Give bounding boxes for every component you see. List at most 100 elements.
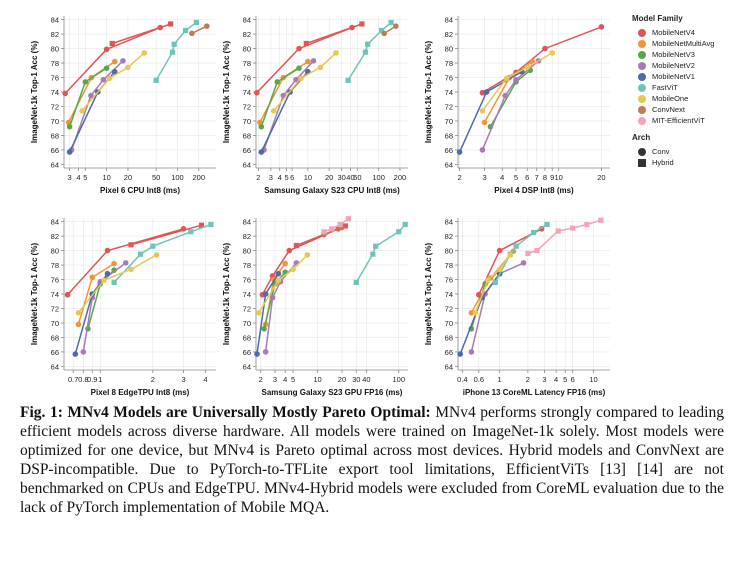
data-point-conv: [106, 75, 113, 82]
x-axis-label: Pixel 4 DSP Int8 (ms): [494, 186, 574, 195]
y-tick-label: 70: [51, 319, 59, 328]
data-point-conv: [305, 58, 311, 65]
x-tick-label: 10: [555, 173, 563, 182]
data-point-hybrid: [137, 251, 144, 257]
data-point-conv: [120, 58, 126, 64]
data-point-conv: [204, 23, 210, 29]
legend-arch-label: Conv: [652, 147, 670, 156]
data-point-hybrid: [153, 77, 159, 84]
legend-label: MobileOne: [652, 94, 689, 103]
y-tick-label: 64: [445, 160, 453, 169]
x-tick-label: 20: [325, 173, 333, 182]
x-tick-label: 2: [526, 375, 530, 384]
y-tick-label: 76: [445, 276, 453, 285]
data-point-conv: [317, 64, 324, 71]
y-tick-label: 74: [51, 290, 59, 299]
data-point-conv: [520, 260, 527, 266]
data-point-conv: [103, 65, 110, 71]
legend-item-convnext: ConvNext: [632, 104, 737, 115]
series-line-mobilenetv4: [478, 228, 542, 296]
data-point-hybrid: [534, 247, 540, 254]
legend-color-icon: [638, 116, 646, 125]
data-point-hybrid: [321, 229, 327, 235]
data-point-hybrid: [150, 243, 156, 249]
y-tick-label: 64: [51, 160, 59, 169]
y-tick-label: 76: [445, 74, 453, 83]
legend-item-mobilenetv3: MobileNetV3: [632, 49, 737, 60]
data-point-hybrid: [337, 221, 343, 228]
y-tick-label: 84: [243, 16, 251, 25]
data-point-conv: [457, 351, 464, 357]
data-point-conv: [103, 46, 110, 53]
legend-label: MobileNetV4: [652, 28, 695, 37]
data-point-hybrid: [128, 242, 134, 248]
data-point-hybrid: [345, 216, 351, 222]
data-point-conv: [542, 45, 548, 52]
legend-item-mobileone: MobileOne: [632, 93, 737, 104]
x-tick-label: 2: [256, 173, 260, 182]
x-tick-label: 6: [571, 375, 575, 384]
data-point-hybrid: [168, 21, 174, 27]
legend-label: ConvNext: [652, 105, 685, 114]
data-point-conv: [282, 260, 288, 267]
y-tick-label: 66: [243, 146, 251, 155]
y-axis-label: ImageNet-1k Top-1 Acc (%): [424, 41, 433, 144]
x-axis-label: Samsung Galaxy S23 CPU Int8 (ms): [264, 186, 400, 195]
chart-panel-1: 64 66 68 70 72 74 76 78 80 82 84 3 4 5 10 20 50 100 200 Pix…: [30, 16, 216, 195]
y-tick-label: 80: [243, 247, 251, 256]
data-point-hybrid: [492, 279, 498, 286]
legend-item-mobilenetmultiavg: MobileNetMultiAvg: [632, 38, 737, 49]
y-tick-label: 64: [243, 362, 251, 371]
y-tick-label: 74: [243, 88, 251, 97]
y-tick-label: 82: [243, 30, 251, 39]
x-tick-label: 30: [352, 375, 360, 384]
chart-panel-6: 64 66 68 70 72 74 76 78 80 82 84 0.4 0.6 1 2 3 4 5 6 10 iPho…: [424, 217, 610, 397]
x-tick-label: 30: [337, 173, 345, 182]
data-point-conv: [111, 267, 117, 273]
data-point-conv: [479, 147, 486, 153]
legend-color-icon: [638, 50, 646, 59]
data-point-conv: [141, 50, 148, 56]
series-line-fastvit: [494, 223, 548, 283]
y-tick-label: 82: [243, 232, 251, 241]
series-line-mobileone: [481, 52, 553, 112]
series-line-mobilenetv3: [68, 67, 108, 127]
data-point-hybrid: [365, 41, 371, 47]
data-point-hybrid: [208, 221, 214, 228]
y-tick-label: 76: [243, 74, 251, 83]
figure-caption: Fig. 1: MNv4 Models are Universally Most…: [20, 403, 724, 517]
data-point-hybrid: [378, 27, 385, 34]
data-point-conv: [262, 349, 269, 355]
series-line-mobileone: [81, 52, 145, 112]
x-tick-label: 200: [193, 173, 206, 182]
x-tick-label: 100: [171, 173, 184, 182]
legend-item-mobilenetv4: MobileNetV4: [632, 27, 737, 38]
y-tick-label: 68: [51, 333, 59, 342]
x-tick-label: 100: [392, 375, 405, 384]
data-point-conv: [104, 270, 111, 277]
legend-label: MobileNetV1: [652, 72, 695, 81]
y-tick-label: 70: [243, 117, 251, 126]
data-point-hybrid: [570, 225, 576, 231]
x-tick-label: 50: [353, 173, 361, 182]
data-point-conv: [258, 123, 265, 130]
x-tick-label: 2: [259, 375, 263, 384]
y-tick-label: 72: [243, 102, 251, 111]
data-point-conv: [456, 149, 463, 155]
data-point-conv: [189, 30, 195, 37]
data-point-conv: [275, 277, 282, 284]
legend-color-icon: [638, 61, 646, 70]
y-tick-label: 72: [51, 102, 59, 111]
series-line-mobilenetv1: [68, 71, 116, 153]
data-point-hybrid: [373, 243, 379, 249]
x-tick-label: 100: [372, 173, 385, 182]
data-point-conv: [472, 310, 479, 316]
data-point-conv: [75, 310, 82, 316]
series-line-fastvit: [113, 223, 212, 283]
y-tick-label: 82: [51, 30, 59, 39]
series-line-mobileone: [474, 254, 511, 314]
x-tick-label: 8: [543, 173, 547, 182]
y-tick-label: 80: [243, 45, 251, 54]
